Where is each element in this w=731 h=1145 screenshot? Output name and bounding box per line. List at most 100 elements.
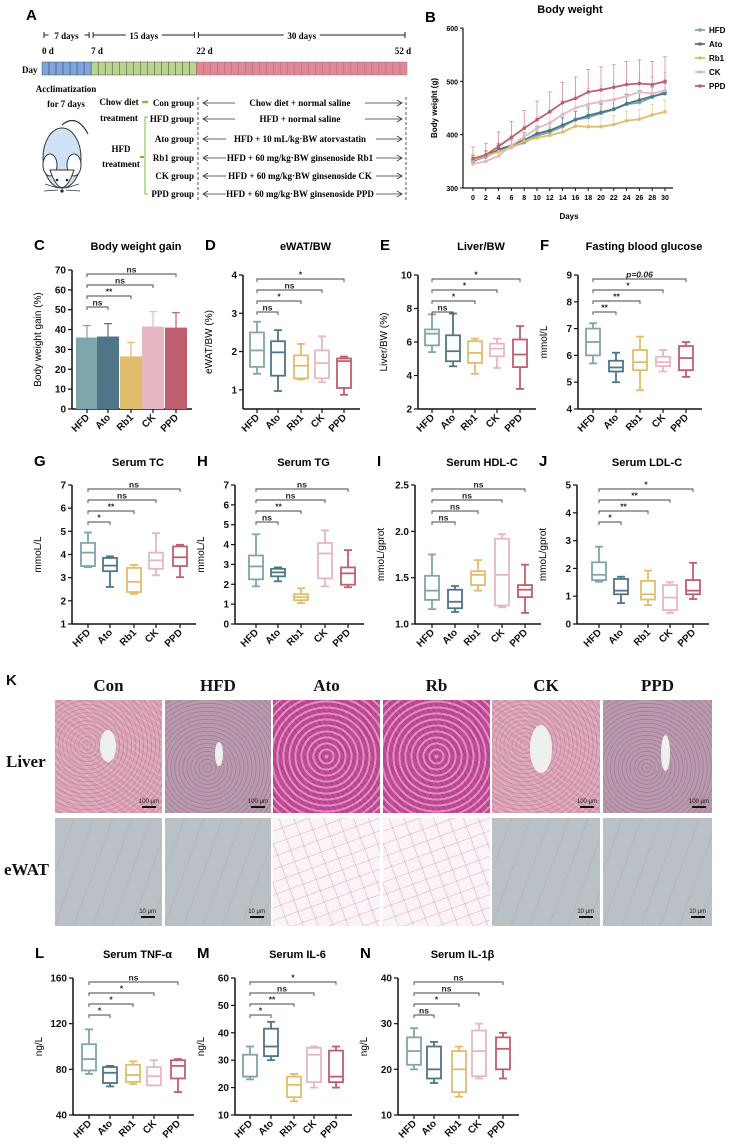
iqr-box: [613, 578, 629, 596]
box-hfd: [242, 1045, 258, 1081]
iqr-box: [172, 545, 188, 567]
timeline-day-cell: [336, 61, 345, 76]
arrow-head-icon: [202, 99, 403, 107]
y-axis-label: Liver/BW (%): [379, 313, 390, 372]
hfd-treatment-label: treatment: [102, 159, 140, 169]
timeline-day-cell: [97, 61, 106, 76]
box-ck: [489, 337, 505, 369]
timeline-day-cell: [385, 61, 394, 76]
significance-bracket: ns: [86, 265, 177, 277]
legend-item-ato: Ato: [695, 40, 722, 49]
x-tick-label: CK: [140, 412, 159, 431]
iqr-box: [591, 561, 607, 581]
data-point: [624, 82, 629, 87]
data-point: [586, 113, 590, 118]
iqr-box: [632, 349, 648, 372]
significance-label: ns: [263, 303, 273, 313]
significance-bracket: ns: [86, 276, 154, 288]
x-tick-label: HFD: [70, 412, 92, 434]
y-tick-label: 20: [55, 365, 67, 376]
regimen-label: Chow diet + normal saline: [249, 98, 350, 108]
box-ppd: [172, 543, 188, 579]
significance-label: *: [259, 1006, 263, 1016]
x-tick-label: CK: [657, 627, 676, 646]
significance-label: ns: [462, 491, 472, 501]
panel-letter: J: [539, 453, 547, 470]
significance-bracket: **: [86, 287, 132, 299]
timeline-day-cell: [111, 61, 120, 76]
data-point: [560, 130, 565, 134]
box-rb1: [293, 587, 309, 605]
timeline-day-cell: [399, 61, 408, 76]
y-tick-label: 500: [446, 79, 458, 86]
box-ppd: [340, 549, 356, 589]
timeline-day-cell: [55, 61, 64, 76]
y-tick-label: 30: [218, 1056, 230, 1067]
x-tick-label: HFD: [72, 1118, 94, 1140]
box-ck: [471, 1022, 487, 1080]
x-tick-label: Rb1: [285, 412, 306, 433]
box-ato: [608, 351, 624, 384]
panel-letter: D: [205, 237, 216, 254]
box-ato: [102, 555, 118, 588]
iqr-box: [102, 1066, 118, 1084]
timeline-day-cell: [273, 61, 281, 76]
data-point: [650, 91, 654, 96]
chart-title: eWAT/BW: [280, 241, 332, 253]
y-tick-label: 2.0: [395, 527, 409, 538]
significance-label: ns: [438, 303, 448, 313]
liver-micrograph-con: 100 μm: [55, 700, 162, 813]
timeline-day-cell: [62, 61, 71, 76]
significance-bracket: *: [256, 292, 302, 304]
group-label: PPD group: [151, 189, 194, 199]
significance-bracket: ns: [256, 303, 279, 315]
timeline-day-cell: [161, 61, 169, 76]
y-tick-label: 50: [218, 1001, 230, 1012]
row-label-ewat: eWAT: [4, 860, 50, 879]
y-tick-label: 1.0: [395, 620, 409, 631]
y-tick-label: 7: [60, 481, 66, 492]
data-point: [535, 131, 539, 136]
box-ppd: [685, 561, 701, 600]
significance-label: *: [277, 292, 281, 302]
significance-label: **: [275, 502, 282, 512]
series-line-ck: [471, 88, 667, 166]
box-ck: [662, 581, 678, 614]
y-tick-label: 0: [223, 620, 229, 631]
x-tick-label: 16: [572, 195, 580, 202]
y-tick-label: 50: [55, 305, 67, 316]
y-axis-label: mmoL/gprot: [376, 528, 387, 582]
y-tick-label: 3: [60, 573, 66, 584]
central-vein: [100, 730, 116, 762]
data-point: [663, 88, 667, 93]
chart-title: Serum HDL-C: [446, 457, 518, 469]
data-point: [522, 139, 526, 143]
iqr-box: [126, 567, 142, 593]
y-tick-label: 60: [55, 285, 67, 296]
timeline-day-cell: [133, 61, 141, 76]
day-mark: 22 d: [196, 46, 212, 56]
chart-title: Serum TNF-α: [103, 949, 172, 961]
scale-bar-label: 10 μm: [248, 909, 265, 915]
iqr-box: [445, 334, 461, 363]
iqr-box: [685, 579, 701, 596]
legend-item-ck: CK: [695, 68, 721, 77]
significance-label: **: [601, 303, 608, 313]
x-tick-label: Ato: [441, 627, 461, 647]
significance-bracket: ns: [255, 491, 326, 503]
box-ppd: [328, 1045, 344, 1089]
liver-micrograph-ppd: 100 μm: [603, 700, 712, 813]
timeline-day-cell: [245, 61, 253, 76]
box-ato: [270, 329, 286, 392]
timeline-day-cell: [259, 61, 267, 76]
significance-bracket: ns: [256, 281, 323, 293]
significance-label: ns: [285, 281, 295, 291]
iqr-box: [317, 542, 333, 580]
x-tick-label: PPD: [159, 412, 181, 434]
significance-bracket: *: [249, 1006, 272, 1018]
x-tick-label: PPD: [669, 412, 691, 434]
scale-bar: 10 μm: [577, 909, 594, 918]
iqr-box: [340, 566, 356, 586]
